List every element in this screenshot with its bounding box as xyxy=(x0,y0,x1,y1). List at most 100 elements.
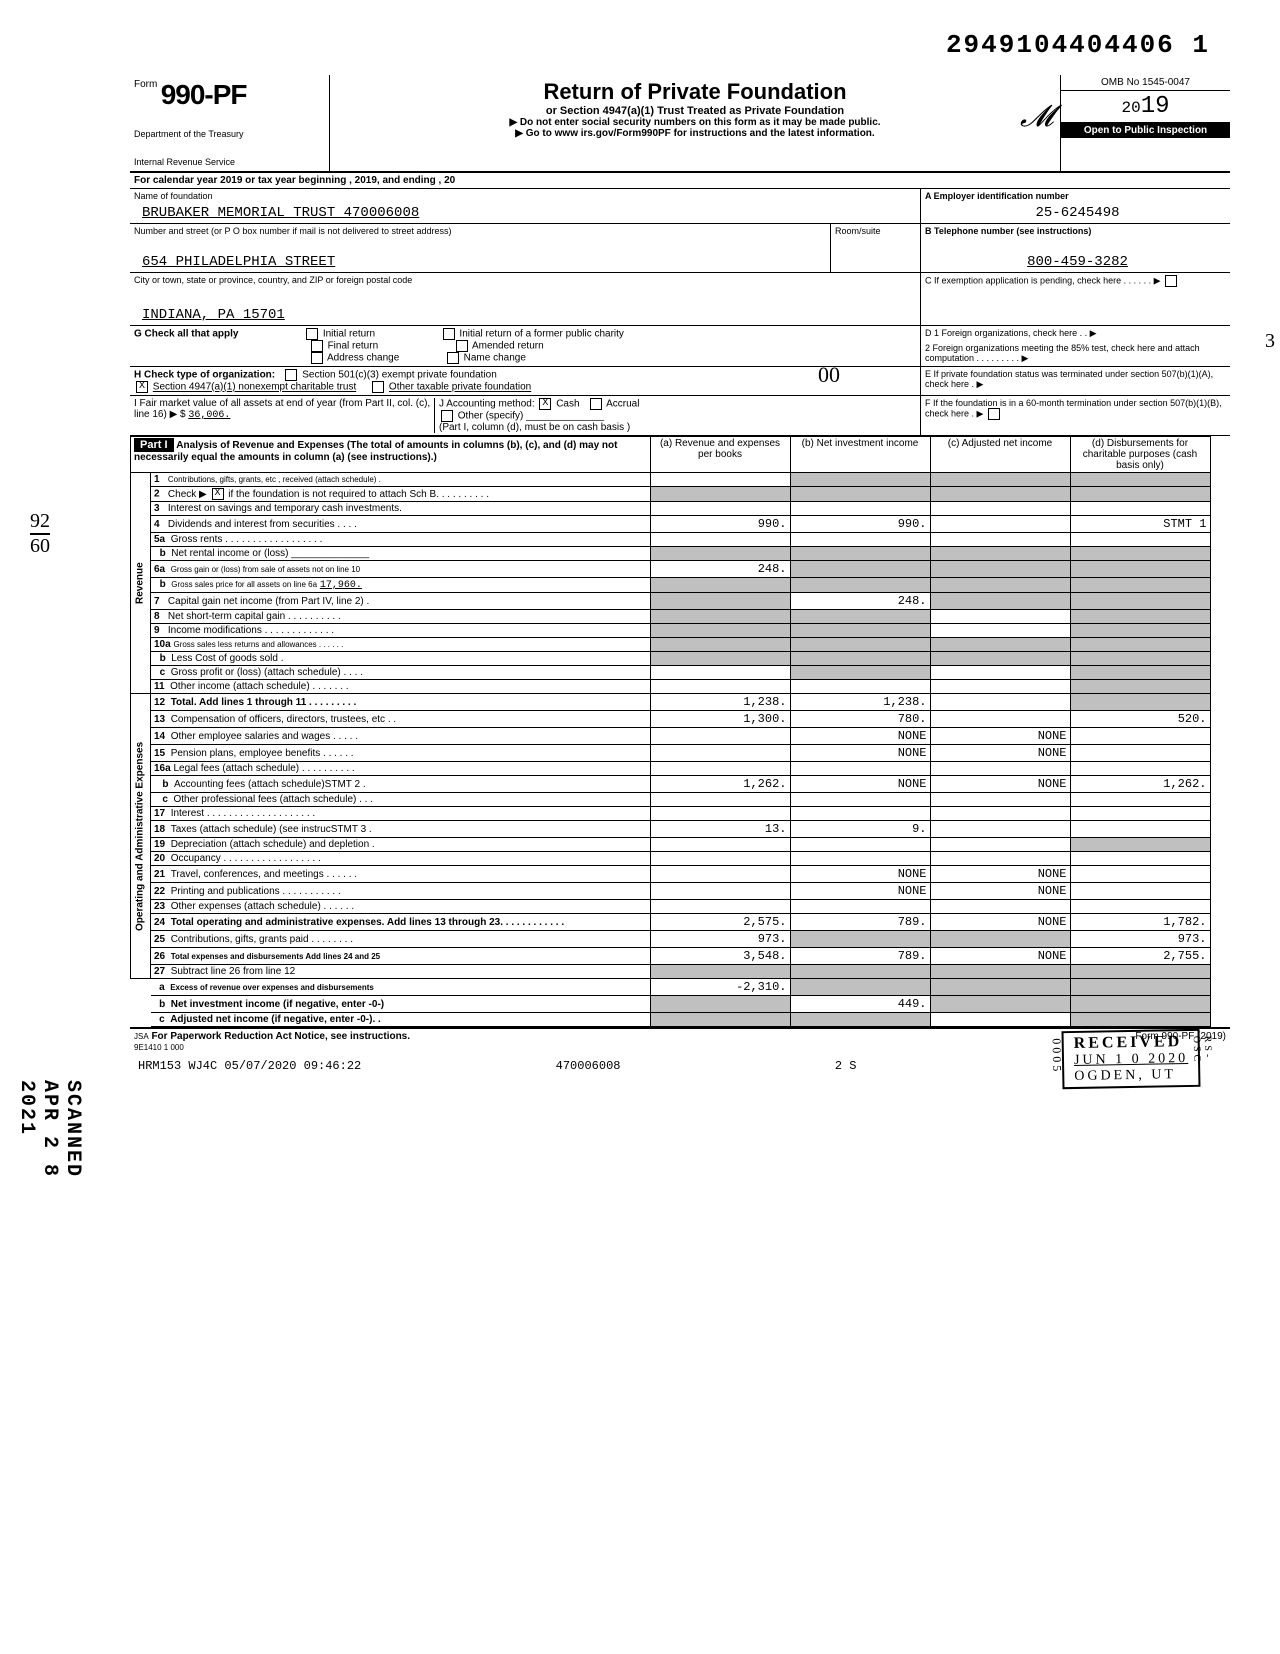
l6a-a: 248. xyxy=(650,561,790,578)
section-e-text: E If private foundation status was termi… xyxy=(925,369,1213,389)
l18-num: 18 xyxy=(154,824,165,835)
section-h-label: H Check type of organization: xyxy=(134,370,275,381)
line-10a: 10a Gross sales less returns and allowan… xyxy=(131,638,1231,652)
section-c-checkbox[interactable] xyxy=(1165,275,1177,287)
l10b-desc: Less Cost of goods sold . xyxy=(171,653,283,664)
h-other-checkbox[interactable] xyxy=(372,381,384,393)
g-opt-0: Initial return xyxy=(323,329,375,340)
l24-desc: Total operating and administrative expen… xyxy=(171,917,564,928)
ein-label: A Employer identification number xyxy=(921,189,1230,203)
l20-desc: Occupancy . . . . . . . . . . . . . . . … xyxy=(171,853,321,864)
line-24: 24 Total operating and administrative ex… xyxy=(131,914,1231,931)
phone-value: 800-459-3282 xyxy=(921,252,1230,272)
section-g-label: G Check all that apply xyxy=(134,329,238,340)
name-ein-row: Name of foundation BRUBAKER MEMORIAL TRU… xyxy=(130,189,1230,224)
line-1: Revenue 1 Contributions, gifts, grants, … xyxy=(131,473,1231,487)
l4-desc: Dividends and interest from securities .… xyxy=(168,519,357,530)
footer-timestamp: HRM153 WJ4C 05/07/2020 09:46:22 xyxy=(138,1059,361,1073)
ssn-warning: ▶ Do not enter social security numbers o… xyxy=(340,117,1050,128)
l27c-desc: Adjusted net income (if negative, enter … xyxy=(170,1014,381,1025)
line-2: 2 Check ▶ X if the foundation is not req… xyxy=(131,487,1231,502)
street-phone-row: Number and street (or P O box number if … xyxy=(130,224,1230,273)
l24-b: 789. xyxy=(790,914,930,931)
j-accrual-checkbox[interactable] xyxy=(590,398,602,410)
l27a-num: a xyxy=(159,982,165,993)
l22-num: 22 xyxy=(154,886,165,897)
l7-desc: Capital gain net income (from Part IV, l… xyxy=(168,596,369,607)
l4-a: 990. xyxy=(650,516,790,533)
l7-b: 248. xyxy=(790,593,930,610)
line-7: 7 Capital gain net income (from Part IV,… xyxy=(131,593,1231,610)
name-block: Name of foundation BRUBAKER MEMORIAL TRU… xyxy=(130,189,920,223)
j-note: (Part I, column (d), must be on cash bas… xyxy=(439,422,630,433)
l14-num: 14 xyxy=(154,731,165,742)
footer-mid: 470006008 xyxy=(556,1059,621,1073)
l13-d: 520. xyxy=(1070,711,1210,728)
l8-num: 8 xyxy=(154,611,160,622)
received-stamp: RECEIVED 0005 JUN 1 0 2020 OGDEN, UT RS-… xyxy=(1061,1029,1200,1089)
h-opt-2: Section 4947(a)(1) nonexempt charitable … xyxy=(153,382,356,393)
tax-year: 2019 xyxy=(1061,91,1230,123)
l6b-num: b xyxy=(160,579,166,590)
l10b-num: b xyxy=(160,653,166,664)
footer-right: 2 S xyxy=(835,1059,857,1073)
footer-code: 9E1410 1 000 xyxy=(134,1043,184,1052)
foundation-name: BRUBAKER MEMORIAL TRUST 470006008 xyxy=(130,203,920,223)
part1-label: Part I xyxy=(134,438,174,452)
l22-c: NONE xyxy=(930,883,1070,900)
l25-num: 25 xyxy=(154,934,165,945)
h-4947-checkbox[interactable]: X xyxy=(136,381,148,393)
l15-c: NONE xyxy=(930,745,1070,762)
l17-desc: Interest . . . . . . . . . . . . . . . .… xyxy=(171,808,315,819)
l16b-num: b xyxy=(162,779,168,790)
l19-num: 19 xyxy=(154,839,165,850)
g-amended-checkbox[interactable] xyxy=(456,340,468,352)
g-final-checkbox[interactable] xyxy=(311,340,323,352)
l16a-num: 16a xyxy=(154,763,171,774)
l5b-num: b xyxy=(160,548,166,559)
l23-desc: Other expenses (attach schedule) . . . .… xyxy=(171,901,354,912)
line-6b: b Gross sales price for all assets on li… xyxy=(131,578,1231,593)
g-address-checkbox[interactable] xyxy=(311,352,323,364)
line-19: 19 Depreciation (attach schedule) and de… xyxy=(131,838,1231,852)
city-label: City or town, state or province, country… xyxy=(130,273,920,287)
header-center: Return of Private Foundation or Section … xyxy=(330,75,1060,171)
col-b-head: (b) Net investment income xyxy=(790,437,930,473)
l10c-desc: Gross profit or (loss) (attach schedule)… xyxy=(171,667,363,678)
l3-num: 3 xyxy=(154,503,160,514)
l2-checkbox[interactable]: X xyxy=(212,488,224,500)
g-initial-former-checkbox[interactable] xyxy=(443,328,455,340)
l18-desc: Taxes (attach schedule) (see instrucSTMT… xyxy=(171,824,372,835)
j-accrual: Accrual xyxy=(606,399,639,410)
l15-num: 15 xyxy=(154,748,165,759)
h-501c3-checkbox[interactable] xyxy=(285,369,297,381)
h-opt-1: Section 501(c)(3) exempt private foundat… xyxy=(302,370,497,381)
form-title: Return of Private Foundation xyxy=(340,79,1050,105)
j-other-checkbox[interactable] xyxy=(441,410,453,422)
h-opt-3: Other taxable private foundation xyxy=(389,382,531,393)
l27a-desc: Excess of revenue over expenses and disb… xyxy=(170,983,374,992)
l6a-num: 6a xyxy=(154,564,165,575)
l22-desc: Printing and publications . . . . . . . … xyxy=(171,886,341,897)
j-cash: Cash xyxy=(556,399,579,410)
line-5b: b Net rental income or (loss) __________… xyxy=(131,547,1231,561)
year-suffix: 19 xyxy=(1141,93,1170,120)
i-f-row: I Fair market value of all assets at end… xyxy=(130,396,1230,436)
j-cash-checkbox[interactable]: X xyxy=(539,398,551,410)
line-15: 15 Pension plans, employee benefits . . … xyxy=(131,745,1231,762)
l12-num: 12 xyxy=(154,697,165,708)
section-d: D 1 Foreign organizations, check here . … xyxy=(920,326,1230,366)
room-label: Room/suite xyxy=(831,224,920,238)
l13-a: 1,300. xyxy=(650,711,790,728)
phone-label: B Telephone number (see instructions) xyxy=(921,224,1230,238)
l24-c: NONE xyxy=(930,914,1070,931)
g-name-checkbox[interactable] xyxy=(447,352,459,364)
ein-block: A Employer identification number 25-6245… xyxy=(920,189,1230,223)
l25-desc: Contributions, gifts, grants paid . . . … xyxy=(171,934,353,945)
line-6a: 6a Gross gain or (loss) from sale of ass… xyxy=(131,561,1231,578)
section-f-checkbox[interactable] xyxy=(988,408,1000,420)
line-9: 9 Income modifications . . . . . . . . .… xyxy=(131,624,1231,638)
l16c-desc: Other professional fees (attach schedule… xyxy=(173,794,373,805)
g-initial-checkbox[interactable] xyxy=(306,328,318,340)
line-8: 8 Net short-term capital gain . . . . . … xyxy=(131,610,1231,624)
